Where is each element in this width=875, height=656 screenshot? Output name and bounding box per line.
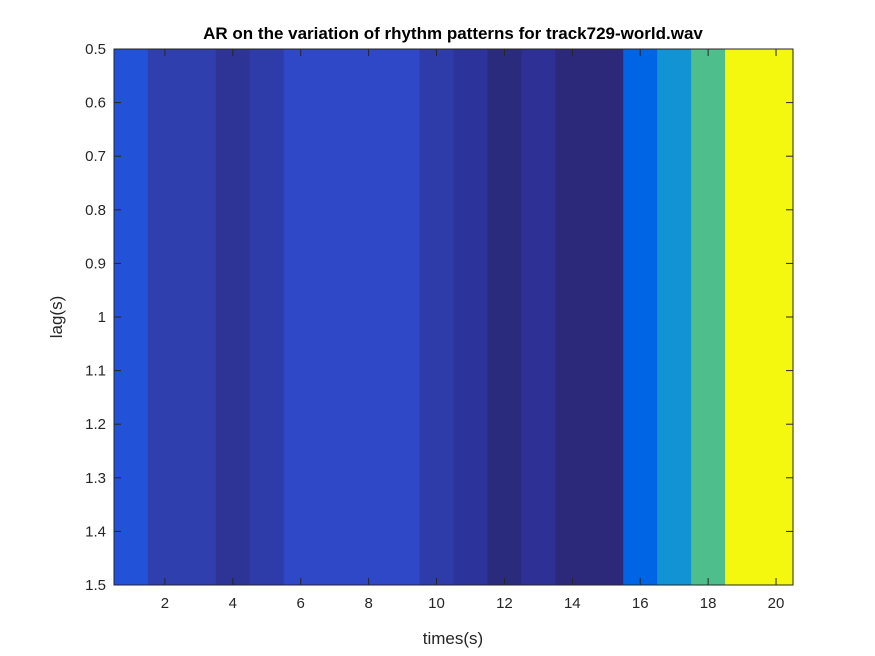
- x-tick-label: 20: [768, 595, 785, 612]
- x-tick-label: 8: [364, 595, 372, 612]
- y-tick-label: 0.9: [85, 255, 106, 272]
- y-axis-label: lag(s): [47, 296, 66, 339]
- heatmap-cell: [555, 49, 590, 585]
- x-tick-label: 18: [700, 595, 717, 612]
- x-tick-labels: 2 4 6 8 10 12 14 16 18 20: [161, 595, 785, 612]
- y-tick-labels: 0.5 0.6 0.7 0.8 0.9 1 1.1 1.2 1.3 1.4 1.5: [85, 41, 106, 594]
- x-tick-label: 12: [496, 595, 513, 612]
- y-tick-label: 0.7: [85, 148, 106, 165]
- heatmap-cell: [351, 49, 387, 585]
- y-tick-label: 1.5: [85, 577, 106, 594]
- y-tick-label: 0.5: [85, 41, 106, 58]
- heatmap-cell: [691, 49, 726, 585]
- x-axis-label: times(s): [423, 629, 483, 648]
- x-tick-label: 10: [428, 595, 445, 612]
- heatmap-cell: [249, 49, 285, 585]
- y-tick-label: 1: [98, 309, 106, 326]
- x-tick-label: 6: [297, 595, 305, 612]
- y-tick-label: 1.1: [85, 363, 106, 380]
- heatmap-cell: [147, 49, 183, 585]
- heatmap-cell: [283, 49, 319, 585]
- heatmap-cell: [487, 49, 522, 585]
- y-tick-label: 0.8: [85, 202, 106, 219]
- y-tick-label: 1.3: [85, 470, 106, 487]
- x-tick-label: 14: [564, 595, 581, 612]
- x-tick-label: 2: [161, 595, 169, 612]
- chart-title: AR on the variation of rhythm patterns f…: [203, 24, 703, 43]
- heatmap-cell: [589, 49, 624, 585]
- heatmap-cell: [453, 49, 489, 585]
- heatmap-cell: [623, 49, 658, 585]
- heatmap-cell: [725, 49, 760, 585]
- heatmap-cell: [317, 49, 353, 585]
- heatmap-cell: [385, 49, 421, 585]
- plot-frame: [113, 48, 794, 586]
- heatmap-cell: [521, 49, 556, 585]
- x-tick-label: 16: [632, 595, 649, 612]
- heatmap-cell: [419, 49, 455, 585]
- heatmap-cell: [215, 49, 251, 585]
- heatmap-cell: [657, 49, 692, 585]
- y-tick-label: 1.2: [85, 416, 106, 433]
- y-tick-label: 1.4: [85, 523, 106, 540]
- x-tick-label: 4: [229, 595, 237, 612]
- y-tick-label: 0.6: [85, 95, 106, 112]
- heatmap-cell: [181, 49, 217, 585]
- heatmap-cells: [114, 49, 794, 585]
